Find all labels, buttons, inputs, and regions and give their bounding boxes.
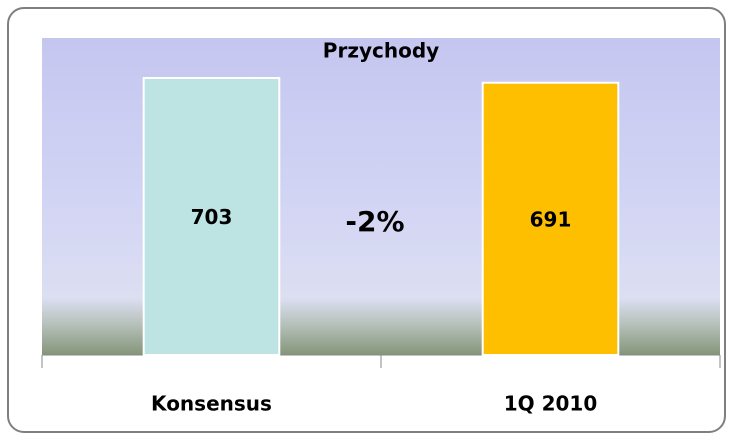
annotation: -2% (345, 205, 404, 238)
x-tick-label: 1Q 2010 (504, 392, 598, 416)
chart-title: Przychody (323, 39, 439, 63)
bar (142, 77, 281, 356)
data-label: 703 (191, 205, 233, 229)
x-tick-label: Konsensus (151, 392, 272, 416)
bar (481, 81, 620, 357)
data-label: 691 (530, 207, 572, 231)
